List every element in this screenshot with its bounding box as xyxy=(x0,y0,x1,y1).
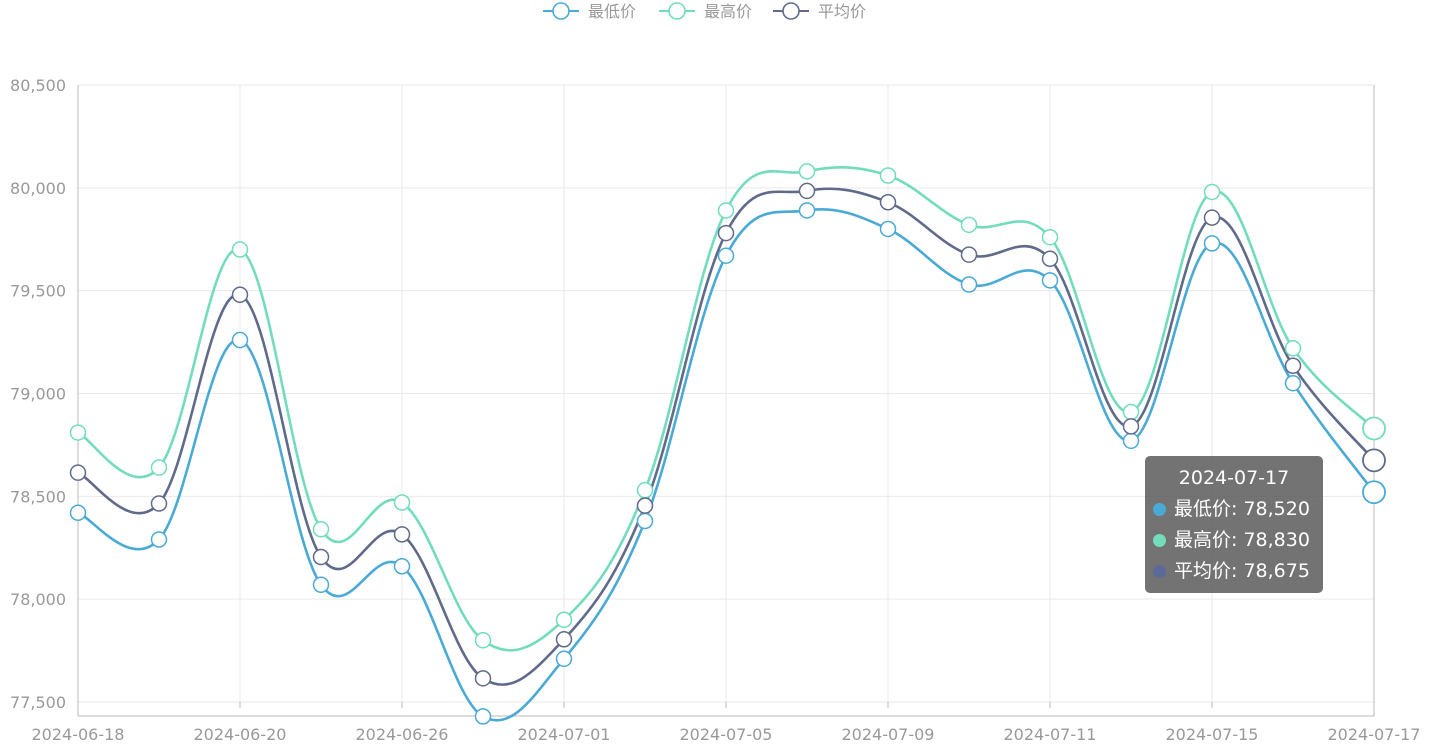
legend-marker-min[interactable] xyxy=(552,2,570,20)
data-point-max[interactable] xyxy=(960,216,978,234)
legend[interactable]: 最低价 最高价 平均价 xyxy=(543,2,866,21)
data-point-avg[interactable] xyxy=(1284,357,1302,374)
data-point-max[interactable] xyxy=(1122,403,1140,421)
series-line-max xyxy=(77,166,1375,652)
data-point-max[interactable] xyxy=(798,163,816,180)
series-line-avg xyxy=(77,187,1375,686)
tooltip-dot-min xyxy=(1153,503,1166,516)
tooltip-row-max: 最高价: 78,830 xyxy=(1153,525,1315,556)
data-point-max[interactable] xyxy=(393,494,411,511)
y-tick-label: 80,500 xyxy=(10,76,66,95)
series-group xyxy=(69,163,1386,725)
data-point-min[interactable] xyxy=(474,708,492,725)
tooltip-dot-avg xyxy=(1153,565,1166,578)
legend-label-max[interactable]: 最高价 xyxy=(704,2,752,21)
x-tick-label: 2024-07-05 xyxy=(680,725,773,744)
data-point-avg[interactable] xyxy=(555,631,573,648)
x-tick-label: 2024-06-26 xyxy=(356,725,449,744)
x-tick-label: 2024-06-18 xyxy=(32,725,125,744)
data-point-min[interactable] xyxy=(636,512,654,530)
series-line-min xyxy=(77,207,1376,722)
data-point-max[interactable] xyxy=(474,632,492,649)
y-tick-label: 80,000 xyxy=(10,179,66,198)
tooltip-row-avg: 平均价: 78,675 xyxy=(1153,556,1315,587)
data-point-min[interactable] xyxy=(798,202,816,219)
axes xyxy=(77,85,1375,717)
data-point-max[interactable] xyxy=(312,520,330,538)
y-tick-label: 78,500 xyxy=(10,487,66,506)
data-point-min[interactable] xyxy=(879,220,897,238)
data-point-max[interactable] xyxy=(1041,228,1059,246)
y-tick-label: 79,500 xyxy=(10,282,66,301)
legend-marker-avg[interactable] xyxy=(782,2,800,20)
data-point-avg[interactable] xyxy=(231,286,249,304)
x-tick-label: 2024-07-09 xyxy=(842,725,935,744)
data-point-max[interactable] xyxy=(1203,183,1221,201)
data-point-min[interactable] xyxy=(231,331,249,349)
data-point-max[interactable] xyxy=(1362,416,1386,441)
data-point-min[interactable] xyxy=(1203,235,1221,252)
data-point-min[interactable] xyxy=(555,650,573,668)
data-point-avg[interactable] xyxy=(1203,209,1221,226)
data-point-max[interactable] xyxy=(69,424,87,441)
data-point-min[interactable] xyxy=(1041,272,1059,289)
data-point-min[interactable] xyxy=(1362,480,1386,505)
grid-lines xyxy=(77,84,1375,703)
data-point-min[interactable] xyxy=(1122,432,1140,450)
data-point-max[interactable] xyxy=(879,167,897,184)
x-axis-ticks: 2024-06-18 2024-06-20 2024-06-26 2024-07-01… xyxy=(32,725,1421,744)
data-point-min[interactable] xyxy=(1284,374,1302,392)
data-point-avg[interactable] xyxy=(717,224,735,242)
y-tick-label: 79,000 xyxy=(10,385,66,404)
data-point-avg[interactable] xyxy=(1122,418,1140,435)
data-point-min[interactable] xyxy=(312,576,330,594)
data-point-avg[interactable] xyxy=(798,182,816,200)
data-point-avg[interactable] xyxy=(312,548,330,566)
x-tick-label: 2024-07-15 xyxy=(1166,725,1259,744)
y-tick-label: 78,000 xyxy=(10,590,66,609)
legend-label-avg[interactable]: 平均价 xyxy=(818,2,866,21)
data-point-avg[interactable] xyxy=(1362,448,1386,473)
data-point-max[interactable] xyxy=(1284,340,1302,357)
tooltip-label-max: 最高价: 78,830 xyxy=(1174,529,1310,551)
tooltip: 2024-07-17 最低价: 78,520 最高价: 78,830 平均价: … xyxy=(1145,456,1323,593)
x-tick-label: 2024-07-11 xyxy=(1004,725,1097,744)
legend-marker-max[interactable] xyxy=(668,2,686,20)
data-point-avg[interactable] xyxy=(636,497,654,514)
tooltip-title: 2024-07-17 xyxy=(1178,467,1290,489)
y-tick-label: 77,500 xyxy=(10,693,66,712)
data-point-max[interactable] xyxy=(231,241,249,258)
data-point-avg[interactable] xyxy=(1041,250,1059,268)
data-point-min[interactable] xyxy=(69,504,87,522)
data-point-min[interactable] xyxy=(717,247,735,264)
y-axis-ticks: 77,500 78,000 78,500 79,000 79,500 80,000 80,5… xyxy=(10,76,66,712)
data-point-min[interactable] xyxy=(393,558,411,575)
tooltip-row-min: 最低价: 78,520 xyxy=(1153,494,1315,525)
data-point-min[interactable] xyxy=(960,276,978,293)
legend-label-min[interactable]: 最低价 xyxy=(588,2,636,21)
x-tick-label: 2024-07-17 xyxy=(1328,725,1421,744)
data-point-max[interactable] xyxy=(555,611,573,628)
tooltip-label-min: 最低价: 78,520 xyxy=(1174,498,1310,520)
tooltip-dot-max xyxy=(1153,534,1166,547)
data-point-min[interactable] xyxy=(150,531,168,548)
data-point-avg[interactable] xyxy=(474,670,492,687)
data-point-avg[interactable] xyxy=(69,464,87,481)
x-tick-label: 2024-07-01 xyxy=(518,725,611,744)
x-tick-label: 2024-06-20 xyxy=(194,725,287,744)
tooltip-label-avg: 平均价: 78,675 xyxy=(1174,560,1310,582)
data-point-avg[interactable] xyxy=(150,495,168,512)
data-point-avg[interactable] xyxy=(960,246,978,263)
data-point-avg[interactable] xyxy=(879,193,897,211)
data-point-max[interactable] xyxy=(150,459,168,476)
data-point-max[interactable] xyxy=(636,481,654,499)
data-point-avg[interactable] xyxy=(393,526,411,543)
data-point-max[interactable] xyxy=(717,202,735,219)
